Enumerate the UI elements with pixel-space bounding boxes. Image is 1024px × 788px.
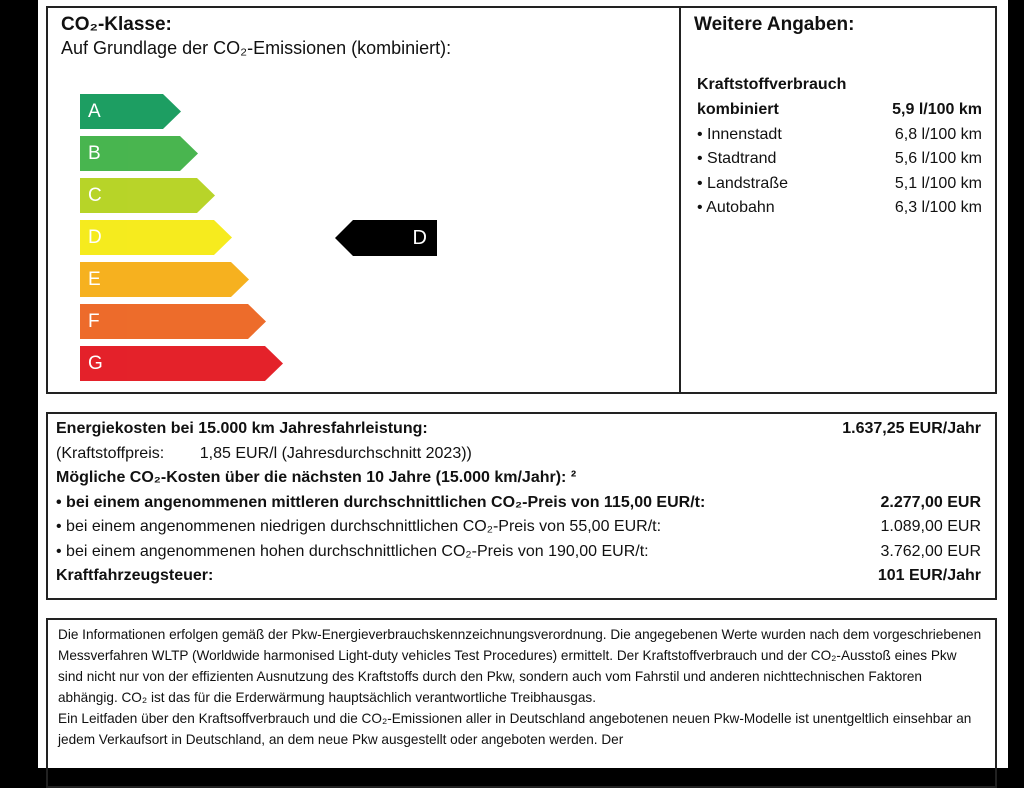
fuel-row: • Autobahn 6,3 l/100 km (697, 196, 982, 221)
fuel-row-label: • Innenstadt (697, 125, 782, 143)
co2-cost-row: • bei einem angenommenen mittleren durch… (56, 491, 981, 516)
current-class-marker: D (335, 220, 437, 256)
co2-label-document: CO₂-Klasse: Auf Grundlage der CO₂-Emissi… (38, 0, 1008, 788)
fuel-price: (Kraftstoffpreis: 1,85 EUR/l (Jahresdurc… (56, 444, 472, 462)
fuel-row: kombiniert 5,9 l/100 km (697, 98, 982, 123)
co2-class-bar-a: A (80, 94, 181, 129)
fuel-row-value: 6,8 l/100 km (894, 125, 982, 143)
fuel-row: • Landstraße 5,1 l/100 km (697, 172, 982, 197)
energy-costs-label: Energiekosten bei 15.000 km Jahresfahrle… (56, 420, 428, 437)
fuel-row-label: • Autobahn (697, 199, 775, 216)
co2-costs-heading: Mögliche CO₂-Kosten über die nächsten 10… (56, 469, 577, 486)
fuel-row-value: 6,3 l/100 km (894, 199, 982, 216)
co2-class-title: CO₂-Klasse: (61, 14, 172, 35)
fuel-row-value: 5,1 l/100 km (894, 174, 982, 192)
fuel-row-label: • Landstraße (697, 174, 788, 192)
vehicle-tax-label: Kraftfahrzeugsteuer: (56, 567, 214, 584)
fuel-row-label: kombiniert (697, 101, 779, 118)
info-paragraph-1: Die Informationen erfolgen gemäß der Pkw… (58, 627, 982, 705)
co2-cost-row: • bei einem angenommenen hohen durchschn… (56, 540, 981, 565)
co2-class-bar-f: F (80, 304, 266, 339)
co2-cost-value: 2.277,00 EUR (880, 493, 981, 511)
fuel-row: • Stadtrand 5,6 l/100 km (697, 147, 982, 172)
co2-cost-label: • bei einem angenommenen hohen durchschn… (56, 542, 649, 560)
co2-cost-label: • bei einem angenommenen niedrigen durch… (56, 518, 662, 535)
co2-class-bar-b: B (80, 136, 198, 171)
co2-class-bar-c: C (80, 178, 215, 213)
co2-class-bar-e: E (80, 262, 249, 297)
info-paragraph-2: Ein Leitfaden über den Kraftsoffverbrauc… (58, 711, 972, 747)
fuel-row-value: 5,9 l/100 km (892, 101, 982, 118)
vehicle-tax-value: 101 EUR/Jahr (877, 567, 981, 584)
fuel-row-label: • Stadtrand (697, 150, 777, 167)
fuel-consumption-heading: Kraftstoffverbrauch (697, 76, 847, 93)
fuel-row: • Innenstadt 6,8 l/100 km (697, 123, 982, 148)
co2-class-subtitle: Auf Grundlage der CO₂-Emissionen (kombin… (61, 38, 452, 58)
co2-cost-row: • bei einem angenommenen niedrigen durch… (56, 515, 981, 540)
info-section: Die Informationen erfolgen gemäß der Pkw… (46, 618, 997, 788)
co2-cost-value: 3.762,00 EUR (880, 542, 981, 560)
co2-class-bar-g: G (80, 346, 283, 381)
co2-cost-label: • bei einem angenommenen mittleren durch… (56, 493, 706, 511)
co2-cost-value: 1.089,00 EUR (880, 518, 981, 535)
costs-section: Energiekosten bei 15.000 km Jahresfahrle… (46, 412, 997, 600)
energy-costs-value: 1.637,25 EUR/Jahr (842, 420, 981, 437)
more-info-title: Weitere Angaben: (694, 14, 855, 35)
co2-class-bar-d: D (80, 220, 232, 255)
co2-class-section: CO₂-Klasse: Auf Grundlage der CO₂-Emissi… (46, 6, 681, 394)
fuel-row-value: 5,6 l/100 km (894, 150, 982, 167)
more-info-section: Weitere Angaben: Kraftstoffverbrauch kom… (679, 6, 997, 394)
